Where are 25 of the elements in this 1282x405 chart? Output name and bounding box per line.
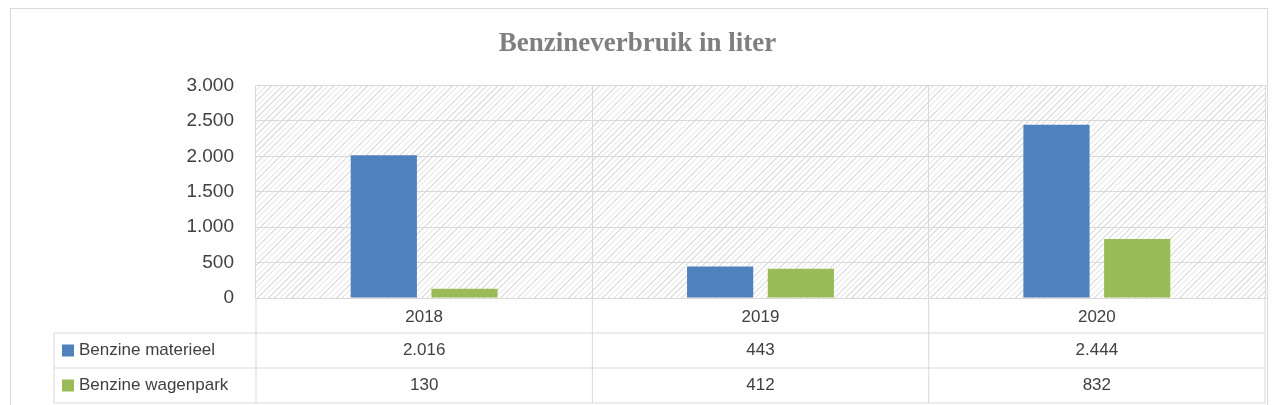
data-label: 412 [746, 375, 775, 395]
y-tick-label: 3.000 [186, 73, 234, 95]
bar [350, 155, 417, 298]
y-tick-label: 2.000 [186, 144, 234, 166]
chart-title: Benzineverbruik in liter [498, 27, 777, 58]
x-tick-label: 2019 [741, 306, 780, 326]
legend-label: Benzine materieel [79, 340, 216, 360]
data-label: 2.444 [1075, 340, 1119, 360]
y-tick-label: 0 [223, 286, 234, 308]
x-tick-label: 2020 [1077, 306, 1116, 326]
bar [1104, 239, 1171, 298]
x-tick-label: 2018 [405, 306, 444, 326]
data-label: 2.016 [402, 340, 446, 360]
y-tick-label: 1.500 [186, 179, 234, 201]
bar [687, 266, 754, 298]
bar [767, 268, 834, 298]
y-tick-label: 2.500 [186, 109, 234, 131]
data-label: 130 [409, 375, 439, 395]
bar [431, 288, 498, 298]
legend-label: Benzine wagenpark [79, 375, 229, 395]
y-tick-label: 1.000 [186, 215, 234, 237]
data-label: 443 [746, 340, 775, 360]
y-tick-label: 500 [202, 250, 234, 272]
data-label: 832 [1082, 375, 1112, 395]
bar [1023, 124, 1090, 298]
